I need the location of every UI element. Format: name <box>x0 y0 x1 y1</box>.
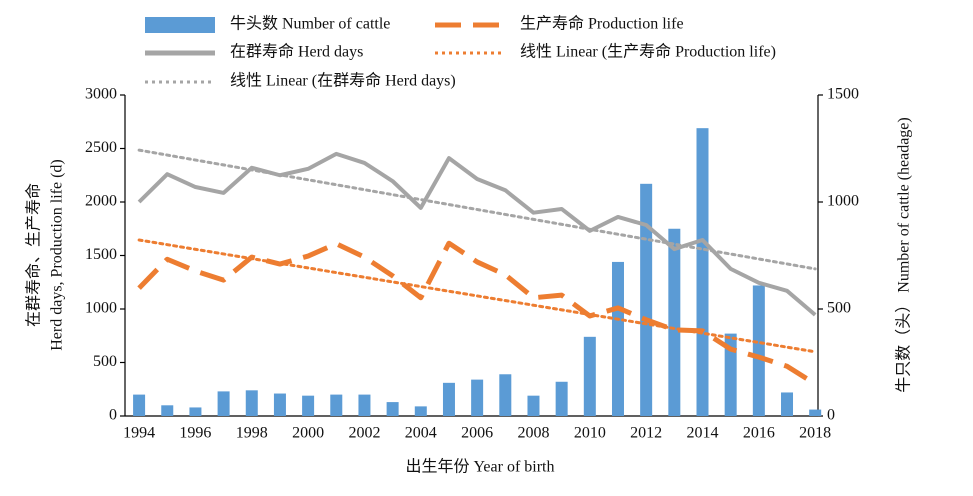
bar <box>273 393 286 416</box>
y2-tick-label: 500 <box>827 300 851 317</box>
bar <box>499 374 512 416</box>
x-tick-label: 2016 <box>743 425 775 442</box>
bar <box>217 391 230 416</box>
y-tick-label: 2000 <box>85 193 117 210</box>
y-tick-label: 1500 <box>85 246 117 263</box>
y-axis-label: 在群寿命、生产寿命 <box>25 183 43 327</box>
bar <box>668 228 681 416</box>
bar <box>471 379 484 416</box>
bar <box>696 128 709 417</box>
legend-swatch <box>145 17 215 33</box>
bar <box>414 406 427 416</box>
x-tick-label: 1996 <box>179 425 211 442</box>
bar <box>358 394 371 416</box>
bar <box>386 402 399 416</box>
bar <box>781 392 794 416</box>
line <box>137 240 817 387</box>
x-tick-label: 2012 <box>630 425 662 442</box>
x-tick-label: 2000 <box>292 425 324 442</box>
bar <box>330 394 343 416</box>
bar <box>724 333 737 416</box>
legend-label: 生产寿命 Production life <box>520 15 684 33</box>
y2-tick-label: 0 <box>827 407 835 424</box>
bar <box>442 382 455 416</box>
y-tick-label: 1000 <box>85 300 117 317</box>
x-tick-label: 1998 <box>236 425 268 442</box>
y-tick-label: 0 <box>109 407 117 424</box>
x-tick-label: 1994 <box>123 425 155 442</box>
bar <box>583 336 596 416</box>
x-tick-label: 2002 <box>348 425 380 442</box>
legend-label: 在群寿命 Herd days <box>230 43 363 61</box>
y2-tick-label: 1000 <box>827 193 859 210</box>
bar <box>302 395 315 416</box>
x-tick-label: 2008 <box>517 425 549 442</box>
bar <box>809 409 822 416</box>
bar <box>245 390 258 416</box>
bar <box>640 183 653 416</box>
x-tick-label: 2014 <box>687 425 719 442</box>
bar <box>752 285 765 416</box>
bar <box>611 261 624 416</box>
y2-axis-label: 牛只数（头） Number of cattle (headage) <box>895 117 913 392</box>
y-tick-label: 2500 <box>85 139 117 156</box>
y-tick-label: 3000 <box>85 86 117 103</box>
x-tick-label: 2006 <box>461 425 493 442</box>
bar <box>133 394 146 416</box>
bar <box>161 405 174 416</box>
legend-label: 线性 Linear (生产寿命 Production life) <box>520 43 776 61</box>
legend-label: 牛头数 Number of cattle <box>230 15 390 33</box>
x-tick-label: 2004 <box>405 425 437 442</box>
x-tick-label: 2018 <box>799 425 831 442</box>
bar <box>527 395 540 416</box>
bar <box>189 407 202 416</box>
trend-line <box>137 148 817 271</box>
x-axis-label: 出生年份 Year of birth <box>405 458 554 476</box>
y-axis-label: Herd days, Production life (d) <box>49 159 66 351</box>
bar <box>555 381 568 416</box>
y-tick-label: 500 <box>93 353 117 370</box>
legend-label: 线性 Linear (在群寿命 Herd days) <box>230 72 456 90</box>
y2-tick-label: 1500 <box>827 86 859 103</box>
trend-line <box>137 238 817 354</box>
line <box>137 151 817 317</box>
x-tick-label: 2010 <box>574 425 606 442</box>
